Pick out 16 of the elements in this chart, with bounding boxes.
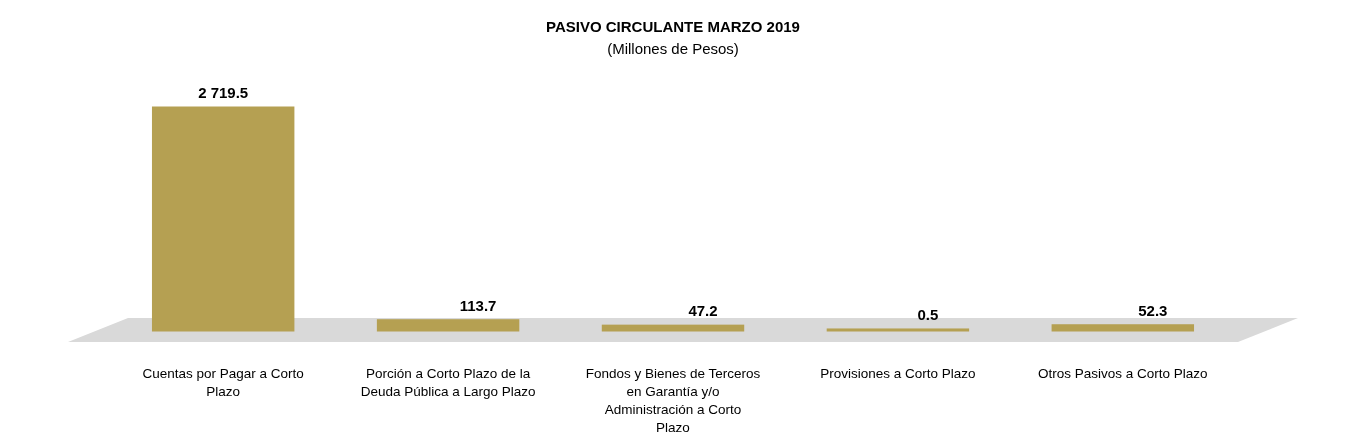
bar [151,106,295,332]
chart-subtitle: (Millones de Pesos) [607,40,739,57]
bar [601,324,745,332]
data-label: 113.7 [459,296,497,314]
data-label: 0.5 [917,305,939,323]
x-tick-label: Fondos y Bienes de Terceros en Garantía y/o Administración a Corto Plazo [585,366,761,435]
bar [376,319,520,332]
x-tick-label: Cuentas por Pagar a Corto Plazo [142,366,304,399]
data-label: 47.2 [688,302,718,320]
chart-title: PASIVO CIRCULANTE MARZO 2019 [546,18,800,35]
x-tick-label: Porción a Corto Plazo de la Deuda Pública a Largo Plazo [360,366,536,399]
x-tick-label: Otros Pasivos a Corto Plazo [1038,366,1208,381]
bar [1051,324,1195,332]
data-label: 2 719.5 [198,84,249,101]
data-label: 52.3 [1138,301,1168,319]
x-tick-label: Provisiones a Corto Plazo [820,366,976,381]
